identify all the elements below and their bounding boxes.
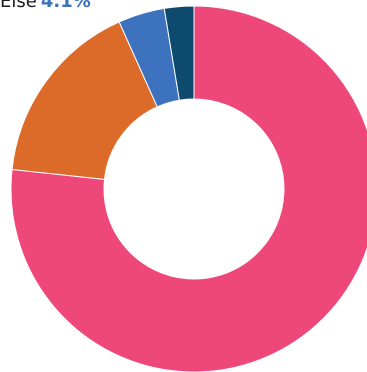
donut-slice-0 [10, 5, 367, 372]
donut-slices [10, 5, 367, 372]
slice-label-name: Else [0, 0, 37, 12]
donut-slice-1 [11, 21, 158, 180]
donut-slice-3 [163, 5, 195, 101]
slice-label-value: 4.1% [40, 0, 91, 12]
slice-callout-else: Else 4.1% [0, 0, 91, 13]
